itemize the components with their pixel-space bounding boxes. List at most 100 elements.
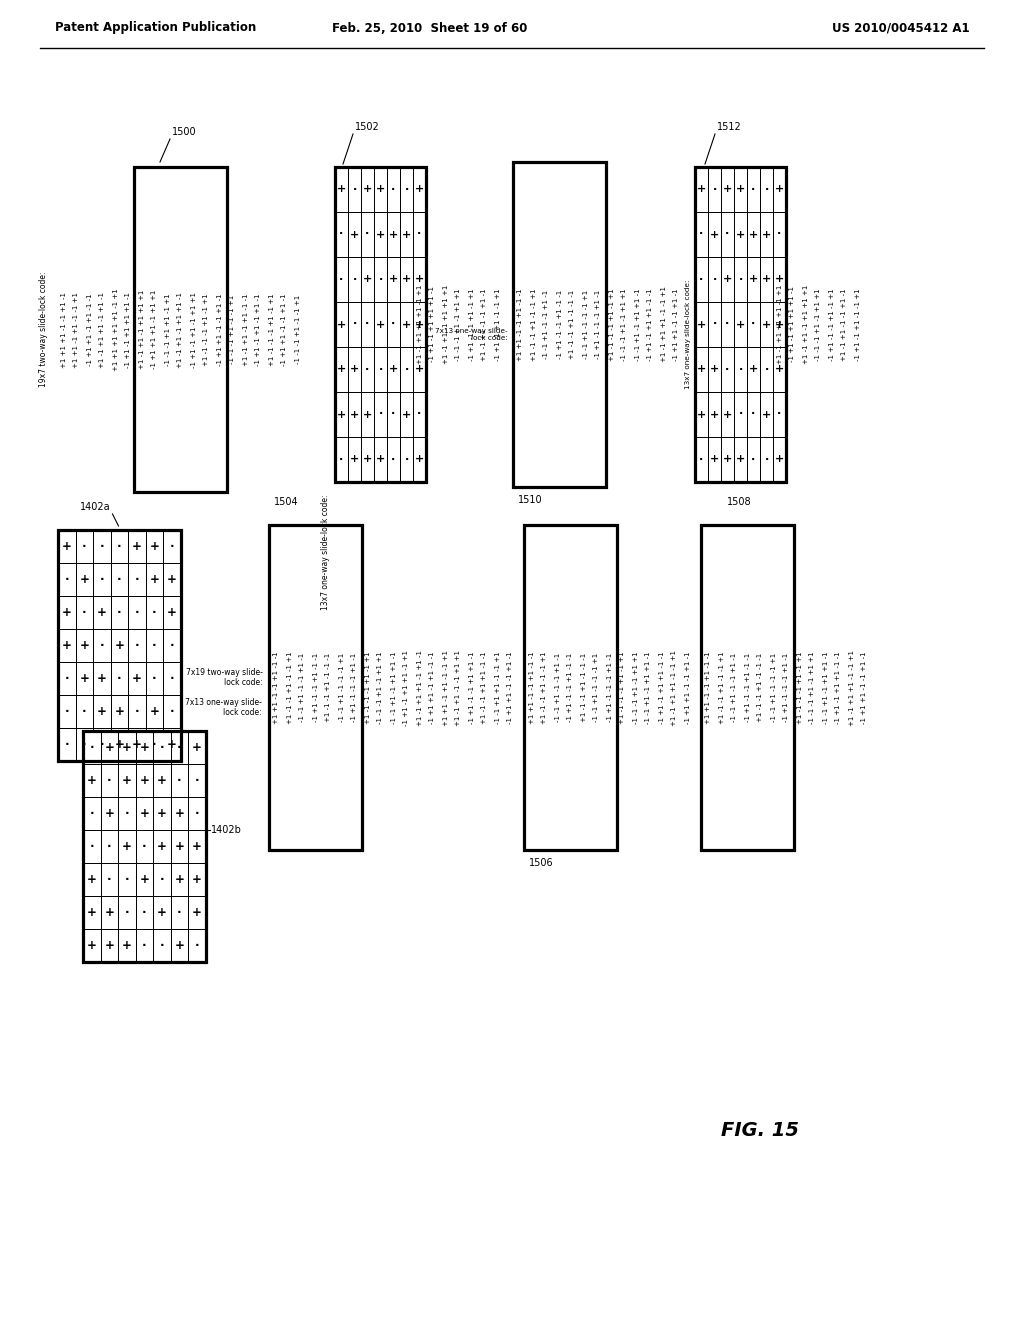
Text: +: + <box>139 807 150 820</box>
Text: -1 +1 -1 -1 -1 +1 -1: -1 +1 -1 -1 -1 +1 -1 <box>783 653 790 722</box>
Text: ·: · <box>725 230 730 239</box>
Text: 1402a: 1402a <box>80 502 111 512</box>
Bar <box>746 347 760 392</box>
Text: ·: · <box>106 873 112 886</box>
Text: ·: · <box>738 364 742 375</box>
Text: ·: · <box>125 807 129 820</box>
Text: +: + <box>87 774 96 787</box>
Bar <box>708 437 721 482</box>
Text: +1 +1 -1 -1 +1 -1 -1: +1 +1 -1 -1 +1 -1 -1 <box>528 651 535 723</box>
Text: -1 +1 +1 -1 +1 -1 -1: -1 +1 +1 -1 +1 -1 -1 <box>86 293 92 366</box>
Bar <box>83 731 100 764</box>
Bar <box>335 213 348 257</box>
Bar <box>163 696 180 729</box>
Text: -1 -1 -1 +1 -1 +1 +1: -1 -1 -1 +1 -1 +1 +1 <box>815 288 821 360</box>
Bar <box>746 437 760 482</box>
Text: +: + <box>150 705 159 718</box>
Bar <box>269 525 362 850</box>
Text: +: + <box>157 807 167 820</box>
Text: -1 -1 +1 -1 +1 +1 -1: -1 -1 +1 -1 +1 +1 -1 <box>822 651 828 723</box>
Text: +: + <box>104 807 115 820</box>
Text: ·: · <box>764 454 769 465</box>
Bar <box>118 830 135 863</box>
Text: +1 -1 -1 +1 -1 -1 +1: +1 -1 -1 +1 -1 -1 +1 <box>287 651 293 723</box>
Text: ·: · <box>99 540 104 553</box>
Bar <box>128 597 145 630</box>
Bar <box>83 929 100 962</box>
Text: ·: · <box>404 454 409 465</box>
Text: +: + <box>415 364 424 375</box>
Bar <box>721 392 734 437</box>
Text: ·: · <box>160 741 164 754</box>
Bar <box>695 392 708 437</box>
Text: +: + <box>775 319 784 330</box>
Text: ·: · <box>125 906 129 919</box>
Bar <box>58 696 76 729</box>
Text: ·: · <box>366 319 370 330</box>
Bar <box>734 302 746 347</box>
Text: -1 +1 -1 +1 -1 +1 +1: -1 +1 -1 +1 -1 +1 +1 <box>190 292 197 367</box>
Bar <box>171 896 188 929</box>
Text: +: + <box>132 540 141 553</box>
Text: 1500: 1500 <box>172 127 197 137</box>
Text: +: + <box>723 275 732 285</box>
Text: +: + <box>97 705 106 718</box>
Text: ·: · <box>82 540 87 553</box>
Text: ·: · <box>725 319 730 330</box>
Text: ·: · <box>404 364 409 375</box>
Text: ·: · <box>391 454 395 465</box>
Text: -1 +1 +1 -1 -1 +1 -1: -1 +1 +1 -1 -1 +1 -1 <box>282 293 288 366</box>
Bar <box>128 630 145 663</box>
Text: -1 -1 +1 -1 +1 +1 -1: -1 -1 +1 -1 +1 +1 -1 <box>635 288 640 360</box>
Bar <box>746 257 760 302</box>
Text: +: + <box>749 230 758 239</box>
Text: +: + <box>122 939 132 952</box>
Text: +1 -1 +1 -1 +1 +1 +1: +1 -1 +1 -1 +1 +1 +1 <box>138 290 144 370</box>
Text: ·: · <box>352 319 356 330</box>
Text: +: + <box>350 454 359 465</box>
Text: +1 +1 -1 +1 -1 -1 +1: +1 +1 -1 +1 -1 -1 +1 <box>74 292 80 367</box>
Text: +: + <box>132 738 141 751</box>
Bar <box>83 830 100 863</box>
Bar <box>128 564 145 597</box>
Text: +: + <box>87 873 96 886</box>
Text: +: + <box>415 275 424 285</box>
Bar <box>413 437 426 482</box>
Bar <box>171 731 188 764</box>
Bar <box>135 764 153 797</box>
Bar <box>100 863 118 896</box>
Text: -1 +1 -1 -1 +1 -1 +1: -1 +1 -1 -1 +1 -1 +1 <box>469 288 474 360</box>
Bar <box>413 168 426 213</box>
Bar <box>348 437 361 482</box>
Text: ·: · <box>418 230 422 239</box>
Bar <box>188 731 206 764</box>
Text: +: + <box>79 573 89 586</box>
Text: ·: · <box>99 573 104 586</box>
Text: ·: · <box>352 275 356 285</box>
Bar <box>746 168 760 213</box>
Text: +: + <box>139 873 150 886</box>
Bar <box>400 168 413 213</box>
Text: -1 -1 -1 +1 -1 +1 +1: -1 -1 -1 +1 -1 +1 +1 <box>378 651 384 723</box>
Text: +: + <box>350 364 359 375</box>
Text: -1 +1 -1 +1 +1 +1 -1: -1 +1 -1 +1 +1 +1 -1 <box>790 286 796 363</box>
Text: -1 +1 +1 -1 -1 +1 -1: -1 +1 +1 -1 -1 +1 -1 <box>684 651 690 723</box>
Bar <box>695 213 708 257</box>
Text: ·: · <box>195 939 199 952</box>
Bar <box>163 729 180 762</box>
Text: +1 -1 +1 -1 +1 +1 -1: +1 -1 +1 -1 +1 +1 -1 <box>177 292 183 367</box>
Text: 1504: 1504 <box>274 498 299 507</box>
Text: +1 -1 +1 -1 +1 +1 +1: +1 -1 +1 -1 +1 +1 +1 <box>442 285 449 364</box>
Bar <box>58 729 76 762</box>
Bar <box>163 630 180 663</box>
Bar <box>348 347 361 392</box>
Text: +1 +1 -1 +1 -1 -1 +1: +1 +1 -1 +1 -1 -1 +1 <box>442 649 449 726</box>
Text: +1 -1 +1 +1 +1 -1 +1: +1 -1 +1 +1 +1 -1 +1 <box>776 285 782 364</box>
Text: ·: · <box>699 454 703 465</box>
Text: +1 -1 -1 +1 -1 -1 -1: +1 -1 -1 +1 -1 -1 -1 <box>569 290 575 359</box>
Bar <box>760 302 773 347</box>
Text: +: + <box>736 319 745 330</box>
Text: ·: · <box>713 185 717 194</box>
Bar <box>145 564 163 597</box>
Text: -1 -1 +1 -1 -1 -1 +1: -1 -1 +1 -1 -1 -1 +1 <box>583 290 589 359</box>
